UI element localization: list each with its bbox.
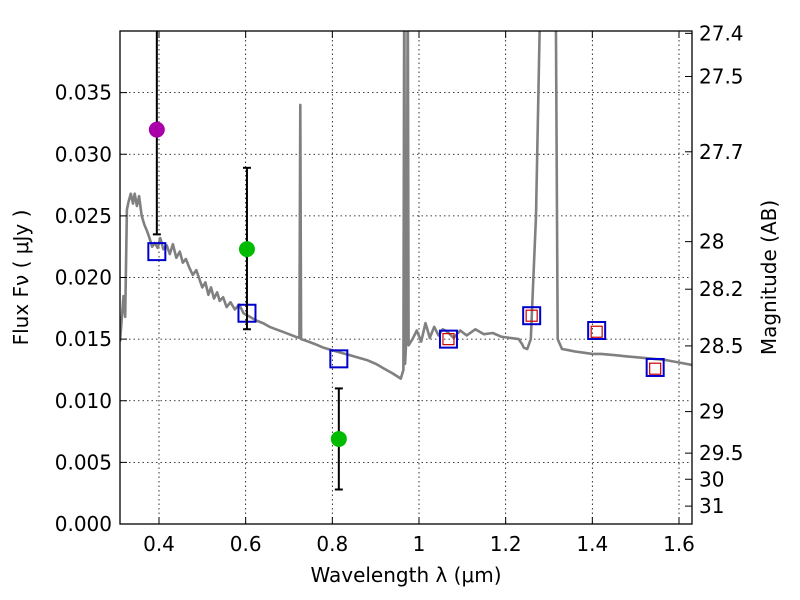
model-photometry-square <box>645 357 665 377</box>
measured-flux-point <box>330 430 347 447</box>
grid <box>120 31 692 525</box>
y-tick-label: 0.020 <box>55 266 112 290</box>
y-tick-label: 0.025 <box>55 204 112 228</box>
model-photometry-square <box>147 242 167 262</box>
right-tick-label: 29.5 <box>699 441 744 465</box>
observed-photometry-square <box>649 362 662 375</box>
plot-area <box>120 31 692 491</box>
measured-flux-point <box>238 241 255 258</box>
y-axis-right-label: Magnitude (AB) <box>757 200 781 355</box>
right-tick-label: 27.4 <box>699 21 744 45</box>
x-tick-label: 0.6 <box>230 532 262 556</box>
right-tick-label: 28.5 <box>699 334 744 358</box>
y-tick-label: 0.005 <box>55 450 112 474</box>
x-tick-label: 0.8 <box>316 532 348 556</box>
y-tick-label: 0.000 <box>55 512 112 536</box>
observed-photometry-square <box>590 325 603 338</box>
model-photometry-square <box>329 349 349 369</box>
right-tick-label: 27.7 <box>699 140 744 164</box>
measured-flux-point <box>148 121 165 138</box>
sed-model-line <box>120 31 692 380</box>
x-tick-label: 1 <box>413 532 426 556</box>
right-tick-label: 28 <box>699 230 724 254</box>
x-tick-label: 1.2 <box>490 532 522 556</box>
y-tick-label: 0.035 <box>55 81 112 105</box>
x-axis-label: Wavelength λ (μm) <box>310 563 501 587</box>
model-photometry-square <box>587 320 607 340</box>
x-tick-label: 1.6 <box>663 532 695 556</box>
y-tick-label: 0.015 <box>55 327 112 351</box>
right-tick-label: 27.5 <box>699 64 744 88</box>
right-tick-label: 29 <box>699 400 724 424</box>
right-tick-label: 30 <box>699 467 724 491</box>
axis-ticks: 0.4 0.6 0.8 1 1.2 1.4 1.6 0.000 0.005 0.010 0.015 0… <box>55 21 744 556</box>
right-tick-label: 31 <box>699 494 724 518</box>
model-photometry-square <box>438 329 458 349</box>
x-tick-label: 0.4 <box>143 532 175 556</box>
x-tick-label: 1.4 <box>576 532 608 556</box>
right-tick-label: 28.2 <box>699 277 744 301</box>
y-tick-label: 0.030 <box>55 142 112 166</box>
y-tick-label: 0.010 <box>55 389 112 413</box>
y-axis-label: Flux Fν ( μJy ) <box>9 210 33 346</box>
model-photometry-square <box>522 306 542 326</box>
observed-photometry-square <box>442 333 455 346</box>
observed-photometry-square <box>525 309 538 322</box>
